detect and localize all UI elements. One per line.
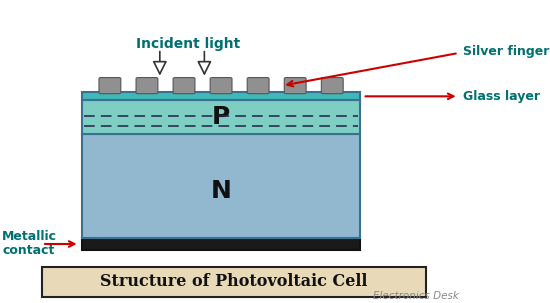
FancyBboxPatch shape (284, 78, 306, 94)
Bar (82, 238, 360, 250)
Text: Electronics Desk: Electronics Desk (373, 291, 459, 301)
FancyBboxPatch shape (99, 78, 121, 94)
Bar (42, 267, 426, 297)
FancyBboxPatch shape (247, 78, 269, 94)
FancyBboxPatch shape (321, 78, 343, 94)
Text: Metallic: Metallic (2, 230, 57, 243)
Text: Structure of Photovoltaic Cell: Structure of Photovoltaic Cell (100, 273, 367, 290)
FancyBboxPatch shape (136, 78, 158, 94)
Bar (82, 100, 360, 135)
Text: Silver finger: Silver finger (463, 45, 549, 58)
FancyBboxPatch shape (210, 78, 232, 94)
Text: P: P (212, 105, 230, 129)
FancyBboxPatch shape (173, 78, 195, 94)
Text: Glass layer: Glass layer (463, 90, 540, 103)
Bar (82, 135, 360, 238)
Bar (82, 92, 360, 100)
Text: Incident light: Incident light (135, 37, 240, 51)
Text: N: N (211, 179, 232, 203)
Text: contact: contact (2, 244, 54, 257)
